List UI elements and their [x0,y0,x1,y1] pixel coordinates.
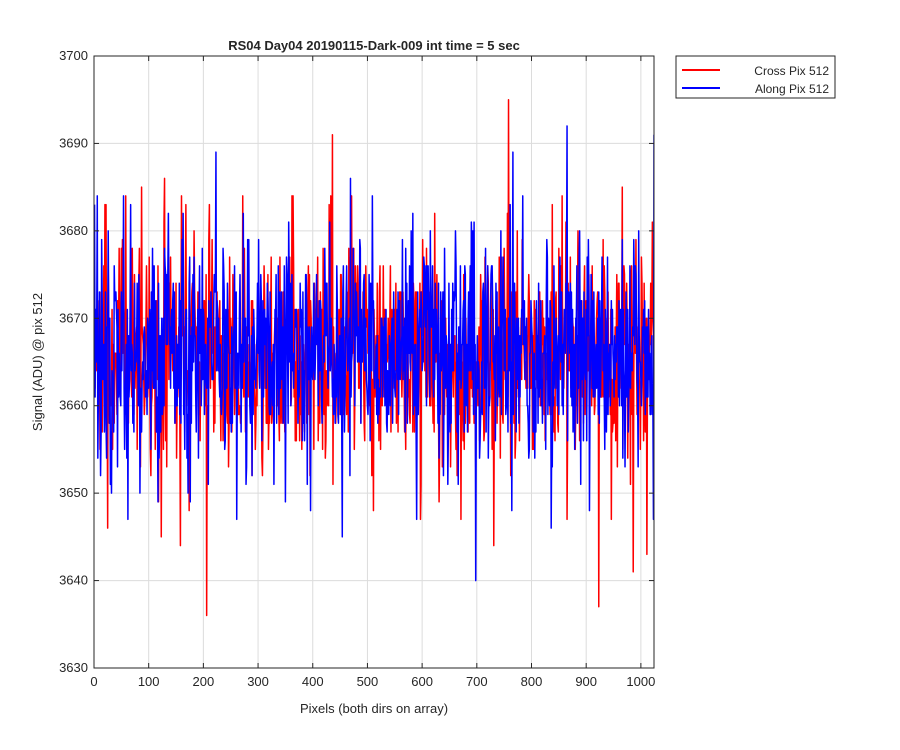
y-tick-label: 3680 [59,223,88,238]
series-layer [94,98,654,617]
x-tick-label: 300 [247,674,269,689]
y-tick-label: 3690 [59,135,88,150]
legend-box [675,55,836,99]
x-tick-label: 200 [193,674,215,689]
y-tick-label: 3660 [59,398,88,413]
ticks: 0 100 200 300 400 500 600 700 800 900 1000 3630 3640… [59,48,655,689]
legend-label-along: Along Pix 512 [755,82,829,96]
x-tick-label: 900 [575,674,597,689]
chart-title: RS04 Day04 20190115-Dark-009 int time = … [228,38,520,53]
x-tick-label: 400 [302,674,324,689]
y-axis-label: Signal (ADU) @ pix 512 [30,293,45,431]
y-tick-label: 3650 [59,485,88,500]
x-tick-label: 500 [357,674,379,689]
x-tick-label: 600 [411,674,433,689]
x-tick-label: 1000 [626,674,655,689]
x-tick-label: 0 [90,674,97,689]
y-tick-label: 3640 [59,573,88,588]
legend: Cross Pix 512 Along Pix 512 [675,55,836,99]
y-tick-label: 3670 [59,310,88,325]
x-axis-label: Pixels (both dirs on array) [300,701,448,716]
axes-box [93,55,655,669]
legend-label-cross: Cross Pix 512 [754,64,829,78]
x-tick-label: 700 [466,674,488,689]
x-tick-label: 800 [521,674,543,689]
x-tick-label: 100 [138,674,160,689]
y-tick-label: 3630 [59,660,88,675]
series-line-along-pix-512 [94,125,654,582]
y-tick-label: 3700 [59,48,88,63]
